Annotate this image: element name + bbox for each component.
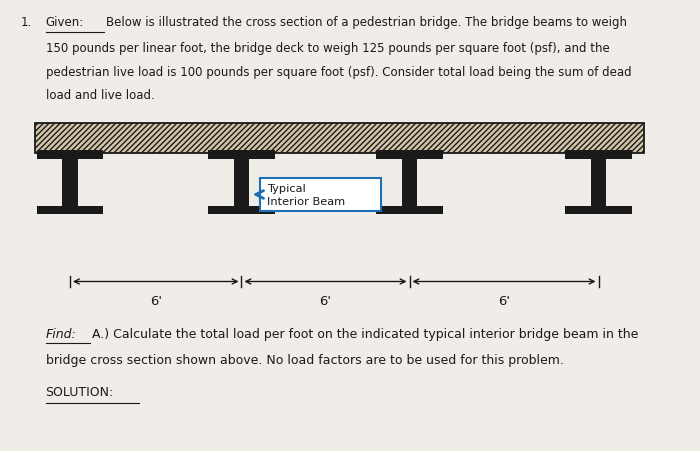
Bar	[566, 151, 631, 159]
Text: pedestrian live load is 100 pounds per square foot (psf). Consider total load be: pedestrian live load is 100 pounds per s…	[46, 65, 631, 78]
Text: 6': 6'	[498, 295, 510, 308]
Bar	[209, 151, 274, 159]
Text: A.) Calculate the total load per foot on the indicated typical interior bridge b: A.) Calculate the total load per foot on…	[92, 327, 639, 340]
Bar	[234, 159, 249, 207]
Text: Typical
Interior Beam: Typical Interior Beam	[267, 184, 345, 207]
Bar	[209, 207, 274, 215]
Text: load and live load.: load and live load.	[46, 89, 154, 102]
Bar	[62, 159, 78, 207]
Bar	[36, 151, 104, 159]
Bar	[402, 159, 417, 207]
Text: 6': 6'	[319, 295, 332, 308]
FancyBboxPatch shape	[260, 179, 381, 212]
Text: Find:: Find:	[46, 327, 76, 340]
Bar	[591, 159, 606, 207]
Text: Below is illustrated the cross section of a pedestrian bridge. The bridge beams : Below is illustrated the cross section o…	[106, 16, 627, 29]
Text: Given:: Given:	[46, 16, 84, 29]
Bar	[36, 207, 104, 215]
Text: SOLUTION:: SOLUTION:	[46, 386, 113, 399]
Bar	[566, 207, 631, 215]
Text: 150 pounds per linear foot, the bridge deck to weigh 125 pounds per square foot : 150 pounds per linear foot, the bridge d…	[46, 42, 609, 55]
Bar	[377, 207, 442, 215]
Text: bridge cross section shown above. No load factors are to be used for this proble: bridge cross section shown above. No loa…	[46, 353, 564, 366]
Text: 1.: 1.	[21, 16, 32, 29]
Bar	[377, 151, 442, 159]
Bar	[35, 124, 644, 153]
Text: 6': 6'	[150, 295, 162, 308]
